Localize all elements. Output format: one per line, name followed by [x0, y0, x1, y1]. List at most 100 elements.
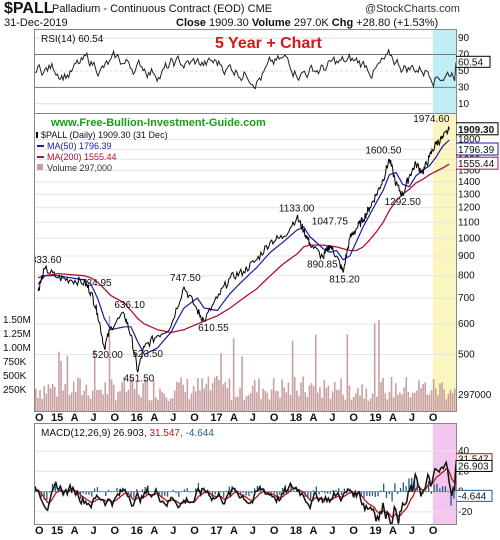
x-tick-label: 19 — [369, 525, 381, 537]
price-annotation: 523.50 — [132, 349, 163, 360]
volume-bar — [239, 387, 241, 411]
x-tick-label: A — [150, 525, 158, 537]
volume-bar — [304, 392, 307, 411]
volume-bar — [178, 382, 180, 411]
volume-bar — [74, 392, 77, 411]
macd-histogram-bar — [416, 481, 419, 492]
volume-bar — [232, 338, 235, 411]
volume-bar — [197, 378, 199, 411]
volume-bar — [110, 379, 113, 411]
volume-bar — [66, 355, 69, 411]
volume-bar — [310, 383, 313, 411]
macd-histogram-bar — [391, 491, 393, 502]
macd-histogram-bar — [107, 490, 110, 492]
price-annotation: 1047.75 — [312, 216, 349, 227]
macd-histogram-bar — [335, 490, 337, 492]
volume-bar — [106, 394, 109, 411]
macd-histogram-bar — [40, 491, 42, 498]
volume-bar — [127, 389, 130, 411]
macd-histogram-bar — [453, 491, 455, 499]
volume-bar — [157, 399, 159, 411]
volume-bar — [312, 386, 315, 411]
volume-bar — [274, 390, 277, 411]
volume-axis: 1.50M 1.25M 1.00M 750K 500K 250K — [3, 315, 31, 396]
legend-volume-swatch — [37, 164, 43, 170]
macd-histogram-bar — [54, 481, 56, 492]
volume-bar — [399, 392, 401, 411]
macd-panel: MACD(12,26,9) 26.903, 31.547, -4.644 — [34, 423, 458, 528]
volume-bar — [186, 378, 189, 411]
volume-bar — [352, 397, 355, 411]
volume-bar — [98, 389, 100, 411]
volume-bar — [35, 388, 37, 411]
volume-bar — [234, 397, 237, 411]
volume-bar — [411, 392, 414, 411]
macd-histogram-bar — [85, 491, 87, 495]
x-tick-label: A — [309, 525, 317, 537]
volume-bar — [291, 340, 294, 411]
volume-bar — [47, 384, 50, 411]
macd-value-tag — [456, 459, 493, 472]
x-tick-label: 16 — [131, 525, 143, 537]
volume-bar — [363, 398, 365, 411]
volume-bar — [146, 379, 149, 411]
volume-bar — [317, 392, 319, 411]
volume-bar — [70, 392, 73, 411]
macd-histogram-bar — [397, 491, 399, 494]
legend-volume: Volume 297,000 — [47, 163, 112, 173]
rsi-panel: RSI(14) 60.54 5 Year + Chart — [34, 29, 457, 115]
volume-bar — [207, 376, 210, 411]
volume-bar — [432, 379, 435, 411]
macd-histogram-bar — [144, 487, 146, 492]
volume-bar — [245, 396, 248, 411]
macd-histogram-bar — [383, 483, 385, 492]
x-tick-label: 17 — [210, 412, 222, 424]
volume-bar — [449, 389, 452, 411]
x-tick-label: A — [230, 412, 238, 424]
x-tick-label: J — [329, 525, 335, 537]
macd-tick: -20 — [458, 507, 473, 518]
volume-bar — [222, 384, 224, 411]
price-value-tag-text: 1796.39 — [458, 145, 495, 156]
volume-bar — [437, 395, 439, 411]
macd-histogram-bar — [136, 489, 138, 492]
macd-histogram-bar — [377, 491, 379, 497]
volume-bar — [100, 389, 102, 411]
volume-bar — [220, 353, 222, 411]
volume-bar — [226, 388, 229, 411]
price-tick: 900 — [458, 251, 475, 262]
x-axis-middle: O 15 A J O 16 A J O 17 A J O 18 A J O 19 A J O — [35, 412, 438, 424]
volume-value-tag: 297000 — [458, 390, 492, 401]
rsi-line — [34, 48, 457, 90]
x-tick-label: J — [170, 412, 176, 424]
volume-bar — [397, 394, 399, 411]
volume-bar — [150, 400, 153, 411]
volume-bar — [323, 380, 325, 411]
volume-bar — [188, 399, 191, 411]
macd-histogram-bar — [413, 480, 416, 492]
volume-bar — [199, 390, 201, 411]
volume-bar — [224, 381, 227, 411]
volume-bar — [283, 387, 285, 411]
volume-bar — [91, 390, 94, 411]
macd-value-tag — [456, 489, 493, 502]
volume-bar — [64, 383, 67, 411]
x-tick-label: J — [409, 412, 415, 424]
macd-histogram-bar — [158, 491, 160, 495]
macd-histogram-bar — [293, 490, 295, 492]
volume-tick: 250K — [3, 385, 27, 396]
macd-histogram-bar — [439, 488, 441, 492]
volume-bar — [327, 385, 330, 411]
volume-bar — [45, 393, 48, 411]
volume-bar — [314, 334, 317, 411]
volume-bar — [256, 392, 258, 411]
macd-histogram-bar — [388, 491, 390, 494]
volume-bar — [190, 393, 193, 411]
volume-bar — [96, 389, 98, 411]
volume-bar — [338, 389, 340, 411]
ma200-line — [37, 163, 450, 334]
volume-bar — [184, 391, 187, 411]
volume-bar — [306, 396, 309, 411]
volume-bar — [228, 378, 231, 411]
macd-histogram-bar — [113, 491, 115, 492]
